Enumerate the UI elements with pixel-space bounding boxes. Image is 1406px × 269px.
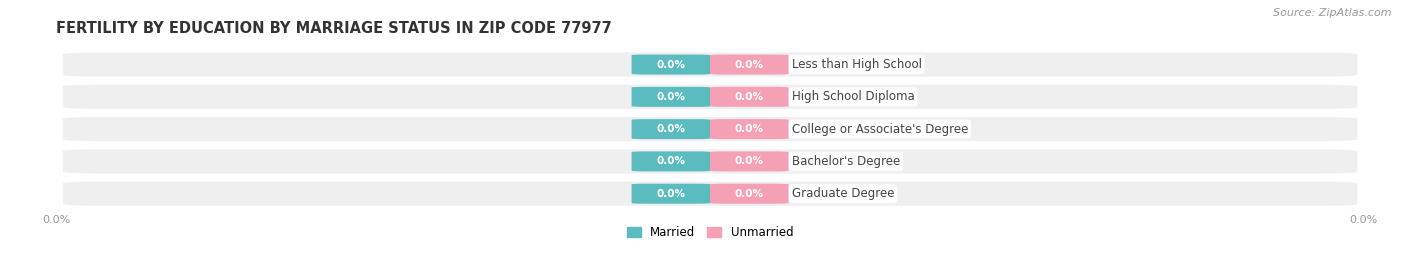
- Text: Graduate Degree: Graduate Degree: [792, 187, 894, 200]
- Text: 0.0%: 0.0%: [657, 92, 685, 102]
- Text: 0.0%: 0.0%: [735, 59, 763, 70]
- Legend: Married, Unmarried: Married, Unmarried: [627, 226, 793, 239]
- Text: 0.0%: 0.0%: [657, 189, 685, 199]
- FancyBboxPatch shape: [631, 87, 710, 107]
- Text: High School Diploma: High School Diploma: [792, 90, 914, 103]
- FancyBboxPatch shape: [631, 151, 710, 171]
- FancyBboxPatch shape: [710, 119, 789, 139]
- FancyBboxPatch shape: [710, 87, 789, 107]
- FancyBboxPatch shape: [710, 151, 789, 171]
- Text: Less than High School: Less than High School: [792, 58, 922, 71]
- Text: 0.0%: 0.0%: [735, 156, 763, 167]
- FancyBboxPatch shape: [631, 119, 710, 139]
- FancyBboxPatch shape: [63, 149, 1357, 174]
- Text: 0.0%: 0.0%: [657, 124, 685, 134]
- Text: 0.0%: 0.0%: [735, 189, 763, 199]
- FancyBboxPatch shape: [631, 55, 710, 75]
- Text: FERTILITY BY EDUCATION BY MARRIAGE STATUS IN ZIP CODE 77977: FERTILITY BY EDUCATION BY MARRIAGE STATU…: [56, 20, 612, 36]
- Text: Source: ZipAtlas.com: Source: ZipAtlas.com: [1274, 8, 1392, 18]
- Text: 0.0%: 0.0%: [657, 156, 685, 167]
- FancyBboxPatch shape: [63, 85, 1357, 109]
- Text: Bachelor's Degree: Bachelor's Degree: [792, 155, 900, 168]
- FancyBboxPatch shape: [710, 55, 789, 75]
- FancyBboxPatch shape: [63, 117, 1357, 141]
- FancyBboxPatch shape: [63, 182, 1357, 206]
- Text: 0.0%: 0.0%: [657, 59, 685, 70]
- Text: 0.0%: 0.0%: [735, 124, 763, 134]
- FancyBboxPatch shape: [63, 52, 1357, 77]
- Text: College or Associate's Degree: College or Associate's Degree: [792, 123, 969, 136]
- FancyBboxPatch shape: [631, 184, 710, 204]
- FancyBboxPatch shape: [710, 184, 789, 204]
- Text: 0.0%: 0.0%: [735, 92, 763, 102]
